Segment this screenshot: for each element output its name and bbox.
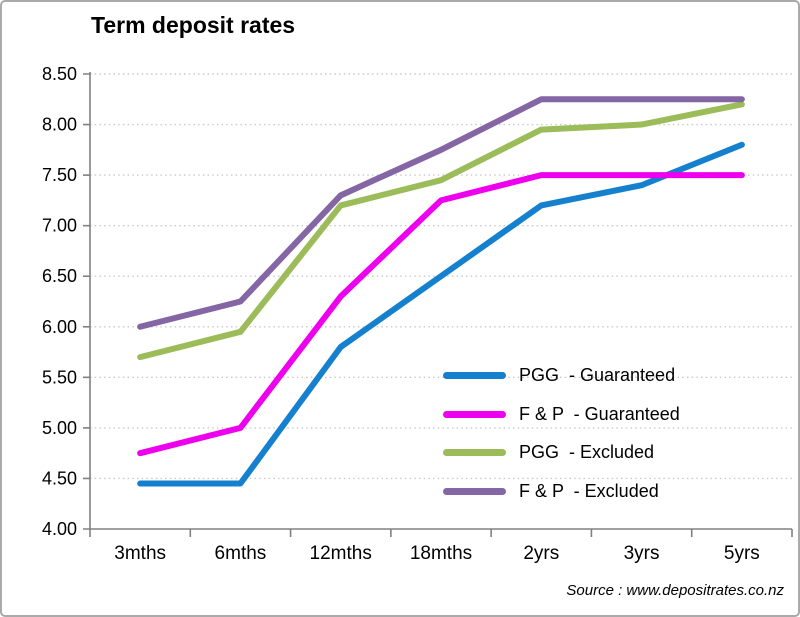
x-axis-tick-label: 18mths [410, 543, 472, 564]
legend-label: PGG - Excluded [519, 442, 655, 463]
legend-line-swatch [443, 487, 506, 495]
series-line-pgg-excluded [137, 101, 745, 361]
series-line-f-p-guaranteed [137, 172, 745, 457]
legend-line-swatch [443, 410, 506, 418]
x-axis-tick-label: 12mths [310, 543, 372, 564]
series-line-pgg-guaranteed [137, 141, 745, 487]
y-axis-tick-label: 5.00 [42, 418, 77, 438]
x-axis-tick-label: 3mths [114, 543, 166, 564]
y-axis-tick-label: 6.00 [42, 317, 77, 337]
x-axis-tick-label: 3yrs [624, 543, 660, 564]
y-axis-tick-label: 4.50 [42, 468, 77, 488]
y-axis-tick-label: 5.50 [42, 367, 77, 387]
legend-item-f-p-excluded: F & P - Excluded [443, 472, 773, 511]
legend-item-pgg-excluded: PGG - Excluded [443, 433, 773, 472]
x-axis-tick-label: 2yrs [523, 543, 559, 564]
chart-title: Term deposit rates [91, 12, 296, 38]
legend: PGG - Guaranteed F & P - Guaranteed PGG - … [443, 356, 773, 511]
legend-line-swatch [443, 449, 506, 457]
y-axis-tick-label: 8.50 [42, 64, 77, 84]
legend-label: F & P - Excluded [519, 480, 659, 501]
legend-item-pgg-guaranteed: PGG - Guaranteed [443, 356, 773, 395]
series-line-f-p-excluded [137, 96, 745, 330]
y-axis-tick-label: 7.50 [42, 165, 77, 185]
legend-label: F & P - Guaranteed [519, 403, 680, 424]
source-text: Source : www.depositrates.co.nz [566, 582, 784, 599]
x-axis-tick-label: 6mths [215, 543, 267, 564]
legend-item-f-p-guaranteed: F & P - Guaranteed [443, 395, 773, 434]
legend-label: PGG - Guaranteed [519, 364, 676, 385]
y-axis-tick-label: 7.00 [42, 216, 77, 236]
legend-line-swatch [443, 371, 506, 379]
y-axis-tick-label: 4.00 [42, 519, 77, 539]
y-axis-tick-label: 6.50 [42, 266, 77, 286]
y-axis-tick-label: 8.00 [42, 115, 77, 135]
x-axis-tick-label: 5yrs [724, 543, 760, 564]
